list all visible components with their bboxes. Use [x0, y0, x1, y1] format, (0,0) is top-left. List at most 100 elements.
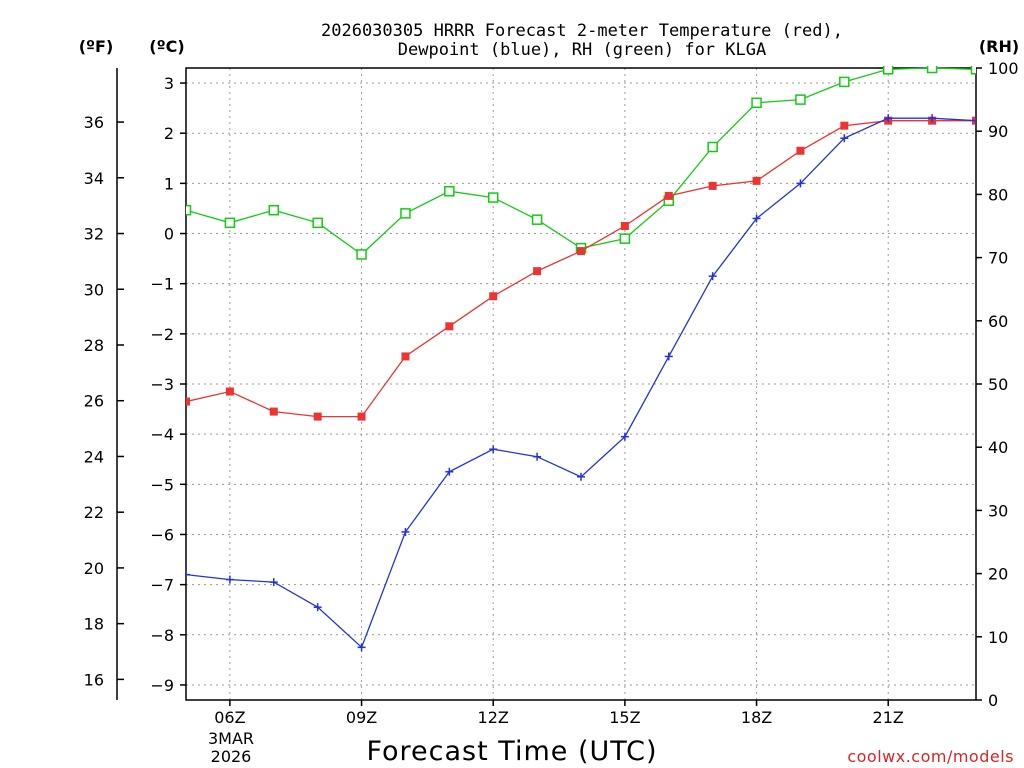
celsius-tick-label: −6 [150, 525, 174, 544]
fahrenheit-tick-label: 28 [84, 336, 104, 355]
chart-title-line2: Dewpoint (blue), RH (green) for KLGA [398, 40, 766, 60]
rh-tick-label: 80 [988, 185, 1008, 204]
rh-tick-label: 20 [988, 565, 1008, 584]
dewpoint-point [708, 272, 717, 281]
rh-point [312, 217, 323, 229]
temperature-point [708, 181, 717, 190]
rh-tick-label: 60 [988, 312, 1008, 331]
dewpoint-point [489, 445, 498, 454]
dewpoint-point [884, 114, 893, 123]
rh-tick-label: 10 [988, 628, 1008, 647]
grid-lines [186, 68, 976, 700]
celsius-unit-label: (ºC) [149, 37, 184, 56]
celsius-tick-label: −3 [150, 375, 174, 394]
fahrenheit-tick-label: 20 [84, 559, 104, 578]
fahrenheit-tick-label: 26 [84, 392, 104, 411]
dewpoint-point [840, 134, 849, 143]
rh-point [268, 204, 280, 216]
temperature-point [313, 412, 322, 421]
x-axis-title: Forecast Time (UTC) [366, 736, 657, 767]
temperature-point [664, 191, 673, 200]
time-tick-label: 09Z [346, 708, 377, 727]
dewpoint-point [401, 527, 410, 536]
dewpoint-point [357, 643, 366, 652]
dewpoint-point [186, 570, 190, 579]
rh-tick-label: 70 [988, 249, 1008, 268]
series-line [186, 120, 976, 418]
rh-point [224, 217, 236, 229]
rh-point [882, 66, 894, 75]
temperature-point [186, 397, 190, 406]
series-relative-humidity [186, 66, 976, 260]
fahrenheit-tick-label: 18 [84, 615, 104, 634]
plot-frame [185, 67, 977, 701]
fahrenheit-tick-label: 30 [84, 280, 104, 299]
rh-point [751, 97, 762, 109]
time-tick-label: 06Z [214, 708, 245, 727]
celsius-tick-label: 1 [164, 174, 174, 193]
time-tick-label: 15Z [609, 708, 640, 727]
time-tick-label: 18Z [741, 708, 772, 727]
rh-point [839, 76, 850, 88]
celsius-tick-label: 0 [164, 225, 174, 244]
rh-tick-label: 50 [988, 375, 1008, 394]
fahrenheit-tick-label: 36 [84, 113, 104, 132]
rh-point [926, 66, 938, 74]
temperature-point [752, 176, 761, 185]
rh-tick-label: 90 [988, 122, 1008, 141]
rh-point [707, 141, 718, 153]
rh-point [970, 66, 976, 75]
dewpoint-point [796, 179, 805, 188]
dewpoint-point [752, 214, 761, 223]
fahrenheit-tick-label: 34 [84, 169, 104, 188]
date-label-year: 2026 [211, 747, 252, 766]
temperature-point [533, 267, 542, 276]
temperature-point [840, 121, 849, 130]
fahrenheit-axis: 16 18 20 22 24 26 28 30 32 34 36 [84, 113, 124, 689]
rh-point [619, 233, 631, 244]
celsius-tick-label: −1 [150, 275, 174, 294]
dewpoint-point [313, 603, 322, 612]
rh-point [795, 94, 806, 105]
fahrenheit-unit-label: (ºF) [79, 37, 114, 56]
rh-point [356, 249, 367, 260]
time-tick-label: 21Z [873, 708, 904, 727]
series-2-meter-temperature [186, 116, 976, 421]
fahrenheit-tick-label: 32 [84, 225, 104, 244]
celsius-tick-label: −8 [150, 626, 174, 645]
series-line [186, 117, 976, 649]
rh-point [400, 208, 411, 219]
celsius-tick-label: −5 [150, 475, 174, 494]
celsius-tick-label: −2 [150, 325, 174, 344]
series-dewpoint [186, 114, 976, 652]
celsius-tick-label: 2 [164, 124, 174, 143]
celsius-tick-label: −7 [150, 576, 174, 595]
celsius-tick-label: −9 [150, 676, 174, 695]
series-line [186, 67, 976, 256]
temperature-point [357, 412, 366, 421]
celsius-axis: 3 2 1 0 −1 −2 −3 −4 −5 −6 −7 −8 −9 [150, 74, 186, 695]
rh-unit-label: (RH) [979, 37, 1019, 56]
chart-title-line1: 2026030305 HRRR Forecast 2-meter Tempera… [321, 21, 843, 41]
dewpoint-point [445, 467, 454, 476]
dewpoint-point [225, 575, 234, 584]
rh-point [487, 192, 499, 203]
dewpoint-point [269, 578, 278, 587]
temperature-point [445, 322, 454, 331]
credit-link[interactable]: coolwx.com/models [847, 747, 1014, 766]
rh-point [531, 214, 543, 225]
dewpoint-point [972, 116, 976, 125]
rh-point [186, 204, 192, 216]
dewpoint-point [533, 452, 542, 461]
rh-axis: 0 10 20 30 40 50 60 70 80 90 100 [976, 59, 1019, 710]
temperature-point [269, 407, 278, 416]
temperature-point [796, 146, 805, 155]
rh-tick-label: 0 [988, 691, 998, 710]
rh-tick-label: 100 [988, 59, 1019, 78]
temperature-point [577, 247, 585, 256]
time-tick-label: 12Z [478, 708, 509, 727]
temperature-point [489, 292, 498, 301]
rh-tick-label: 40 [988, 438, 1008, 457]
rh-point [444, 185, 455, 197]
